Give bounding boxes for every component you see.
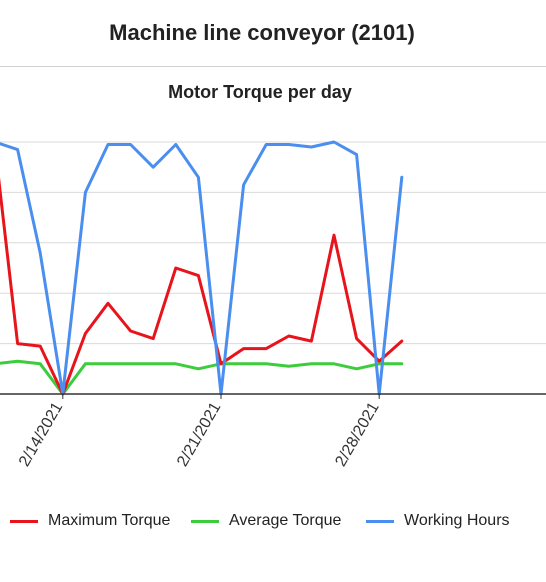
series-line-maximum-torque xyxy=(0,177,404,396)
page-title: Machine line conveyor (2101) xyxy=(109,20,415,45)
legend-swatch-average-torque xyxy=(191,519,219,523)
legend-swatch-working-hours xyxy=(366,519,394,523)
divider xyxy=(0,66,546,67)
legend-swatch-maximum-torque xyxy=(10,519,38,523)
chart-title: Motor Torque per day xyxy=(168,82,352,102)
legend-label: Maximum Torque xyxy=(48,512,171,529)
legend-item-average-torque: Average Torque xyxy=(191,512,341,530)
legend: Maximum Torque Average Torque Working Ho… xyxy=(0,512,546,536)
series-line-working-hours xyxy=(0,140,404,396)
x-tick-label: 2/14/2021 xyxy=(16,399,66,469)
legend-item-maximum-torque: Maximum Torque xyxy=(10,512,170,530)
x-tick-label: 2/21/2021 xyxy=(174,399,224,469)
legend-label: Working Hours xyxy=(404,512,510,529)
series-line-average-torque xyxy=(0,359,404,396)
legend-item-working-hours: Working Hours xyxy=(366,512,510,530)
legend-label: Average Torque xyxy=(229,512,342,529)
x-tick-label: 2/28/2021 xyxy=(332,399,382,469)
